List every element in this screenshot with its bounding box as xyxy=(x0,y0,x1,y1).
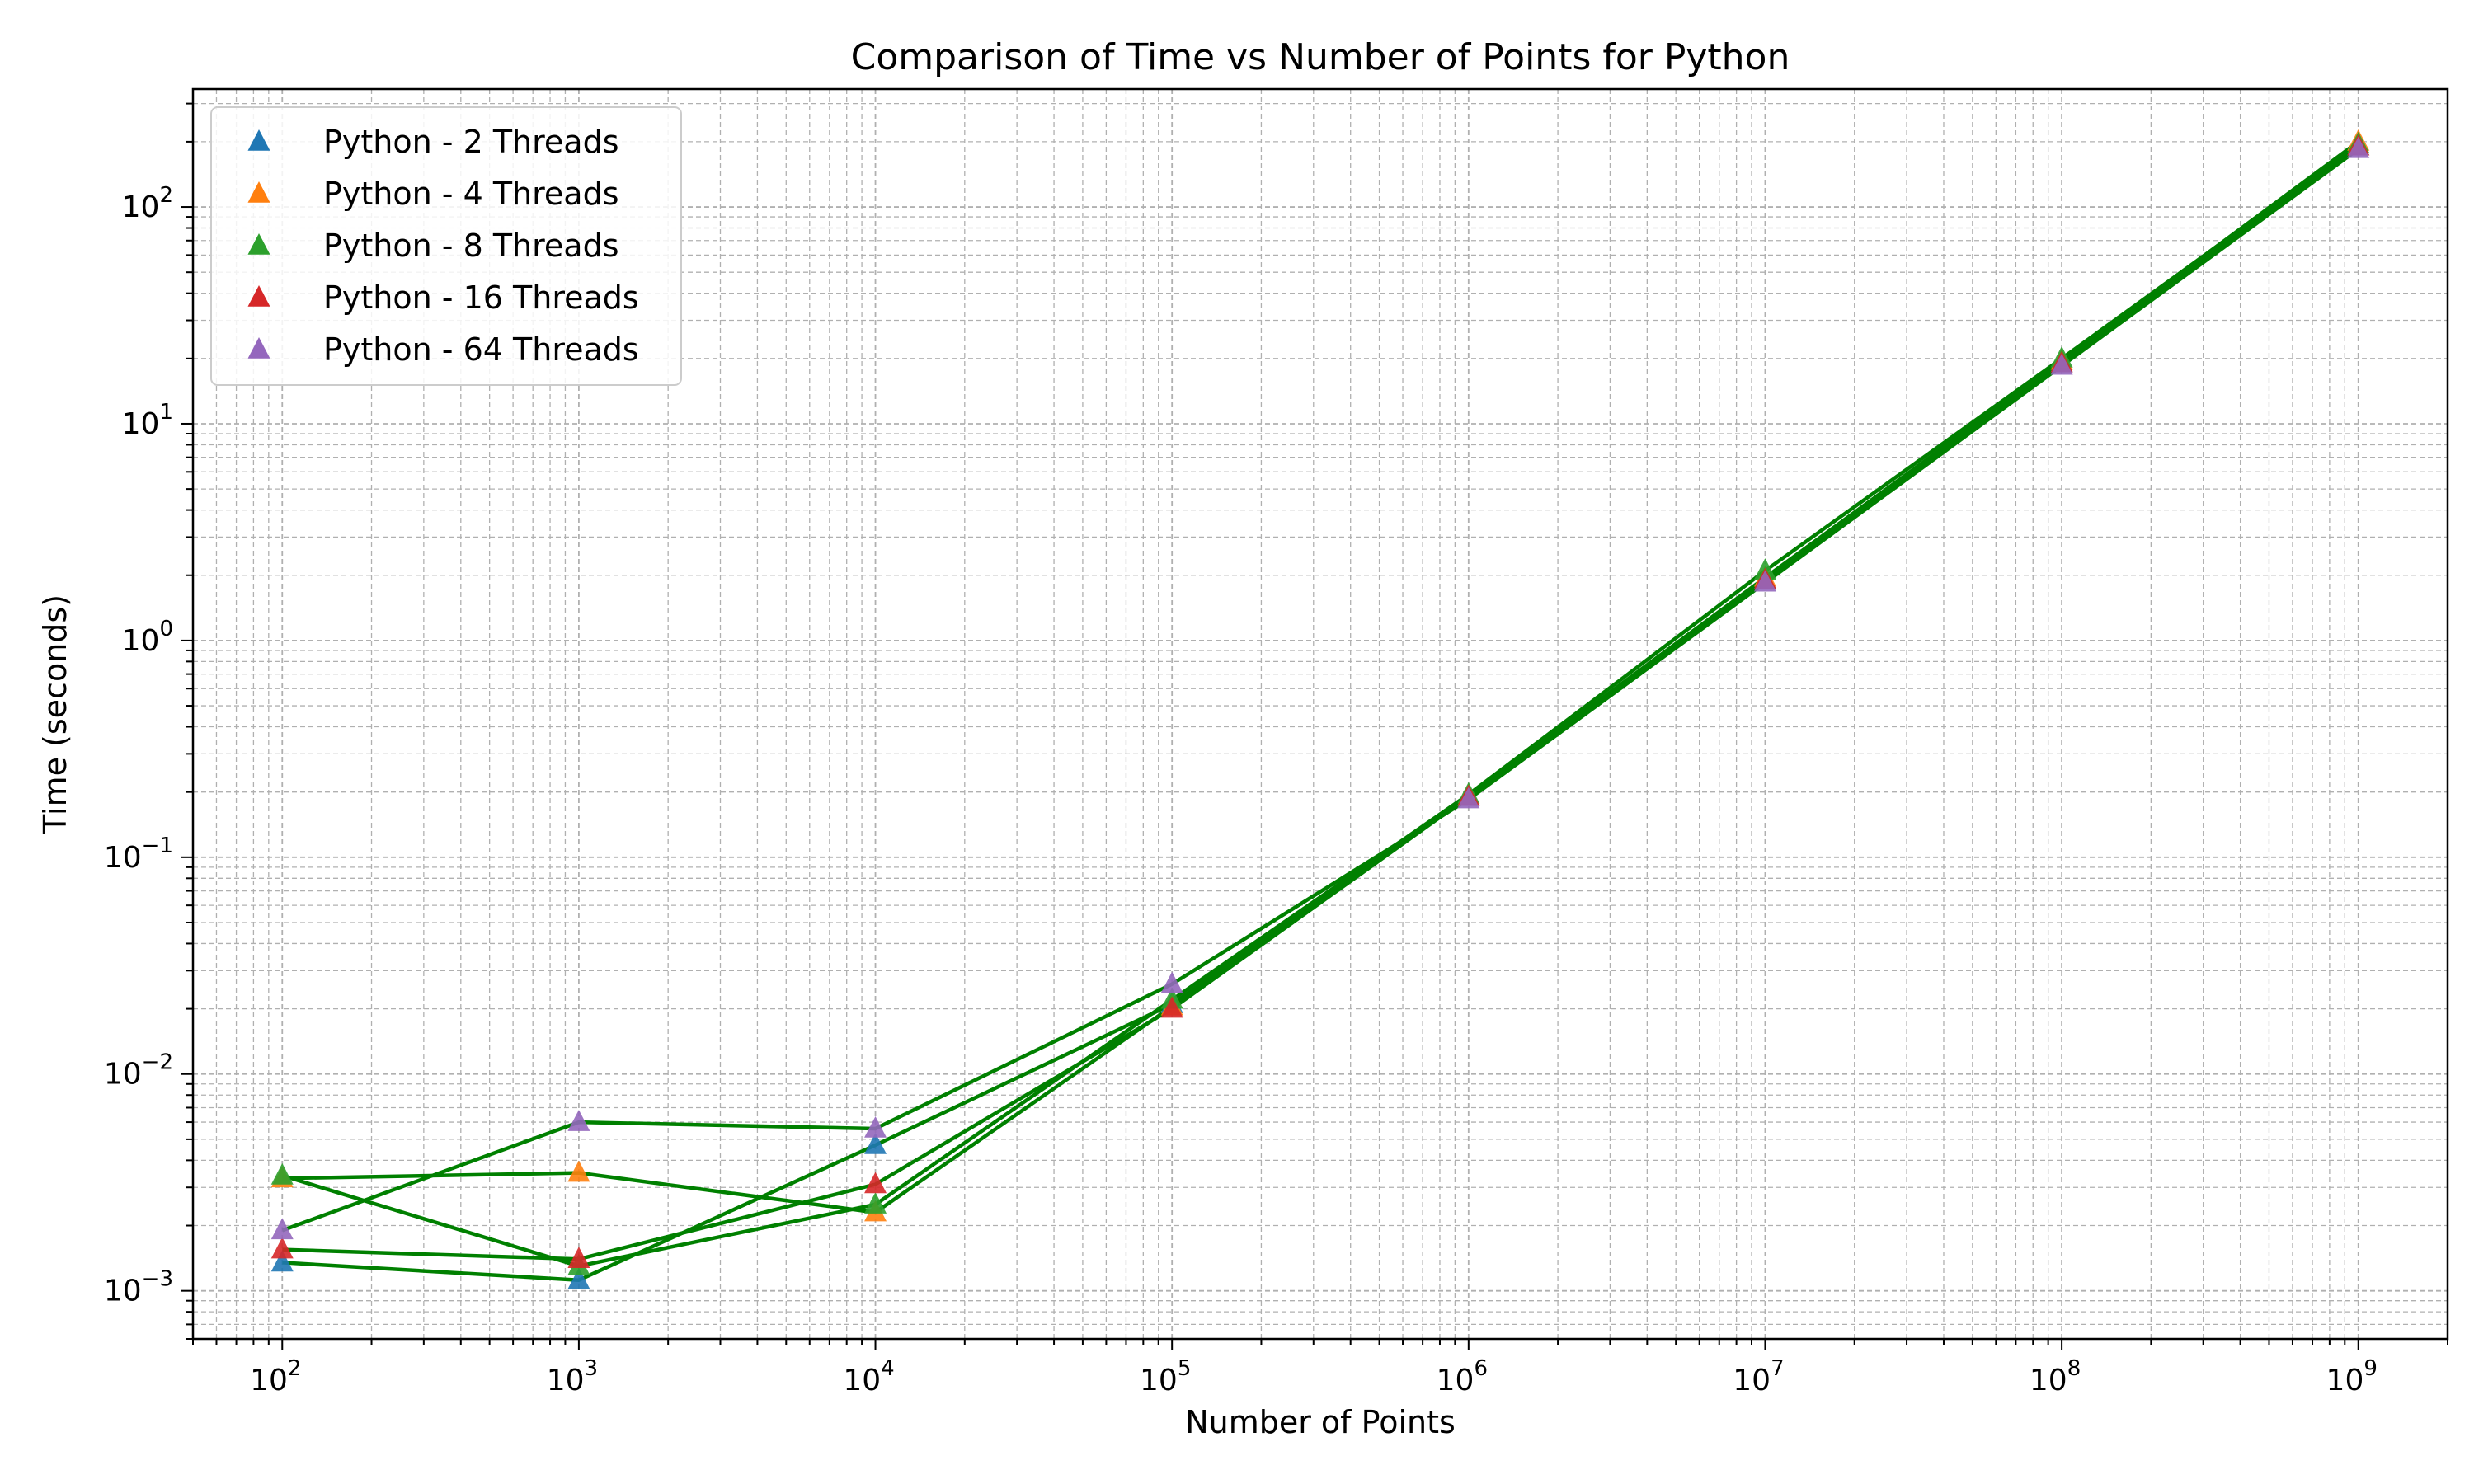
series-line xyxy=(281,142,2360,1268)
y-tick-label: 101 xyxy=(122,400,173,441)
y-tick-label: 102 xyxy=(122,183,173,224)
x-tick-label: 103 xyxy=(547,1356,598,1397)
y-tick-label: 100 xyxy=(122,617,173,658)
axis-ticks xyxy=(181,102,2448,1350)
legend-label: Python - 8 Threads xyxy=(323,228,619,264)
legend-label: Python - 2 Threads xyxy=(323,124,619,160)
x-tick-label: 109 xyxy=(2326,1356,2378,1397)
x-tick-label: 108 xyxy=(2030,1356,2081,1397)
tick-labels: 102 103 104 105 106 107 108 109 10−3 10−2 10−1 100 1… xyxy=(104,183,2378,1397)
data-point xyxy=(1457,787,1480,809)
plot-frame xyxy=(191,87,2449,1341)
data-point xyxy=(1753,570,1776,592)
series-lines xyxy=(281,140,2360,1282)
y-tick-label: 10−1 xyxy=(104,834,173,875)
series-line xyxy=(282,144,2360,1261)
data-point xyxy=(270,1237,294,1259)
y-tick-label: 10−2 xyxy=(104,1050,173,1092)
legend-marker xyxy=(247,129,270,151)
x-tick-label: 102 xyxy=(250,1356,301,1397)
data-point xyxy=(567,1160,590,1182)
data-point xyxy=(567,1110,590,1131)
data-point xyxy=(2050,353,2073,375)
data-point xyxy=(864,1172,887,1194)
legend-marker xyxy=(247,285,270,307)
series-markers xyxy=(270,129,2370,1289)
x-axis-label: Number of Points xyxy=(1185,1404,1456,1440)
data-point xyxy=(864,1115,887,1138)
series-line xyxy=(281,147,2360,1233)
data-point xyxy=(270,1218,294,1240)
data-point xyxy=(567,1247,590,1269)
data-point xyxy=(864,1132,887,1154)
x-tick-label: 105 xyxy=(1140,1356,1191,1397)
x-tick-label: 104 xyxy=(843,1356,894,1397)
y-axis-label: Time (seconds) xyxy=(37,594,73,834)
data-point xyxy=(1160,996,1183,1018)
legend-label: Python - 4 Threads xyxy=(323,176,619,212)
chart-title: Comparison of Time vs Number of Points f… xyxy=(851,36,1790,78)
data-point xyxy=(270,1162,294,1185)
data-point xyxy=(270,1250,294,1272)
y-tick-label: 10−3 xyxy=(104,1267,173,1308)
data-point xyxy=(1160,971,1183,993)
x-tick-label: 106 xyxy=(1437,1356,1488,1397)
legend-box xyxy=(210,106,682,386)
data-point xyxy=(864,1192,887,1214)
data-point xyxy=(2347,136,2370,158)
legend-label: Python - 16 Threads xyxy=(323,279,639,316)
x-tick-label: 107 xyxy=(1733,1356,1784,1397)
legend-marker xyxy=(247,233,270,255)
data-point xyxy=(567,1267,590,1289)
legend-marker xyxy=(247,181,270,203)
legend-label: Python - 64 Threads xyxy=(323,331,639,368)
legend: Python - 2 Threads Python - 4 Threads Pyth… xyxy=(210,106,682,386)
legend-marker xyxy=(247,337,270,359)
